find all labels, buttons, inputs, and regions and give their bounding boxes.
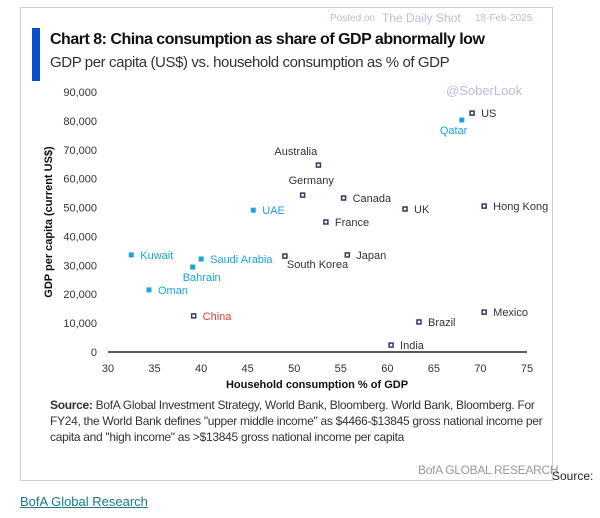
watermark-site: The Daily Shot	[382, 11, 461, 25]
y-tick-label: 70,000	[63, 145, 97, 157]
data-label: South Korea	[287, 259, 349, 271]
page-source-label: Source:	[552, 469, 594, 483]
data-label: Mexico	[493, 307, 528, 319]
data-label: Canada	[353, 193, 392, 205]
data-point	[388, 342, 394, 348]
data-point	[128, 252, 134, 258]
y-tick-label: 30,000	[63, 260, 97, 272]
data-point	[344, 252, 351, 258]
watermark-posted: Posted on	[330, 13, 376, 24]
data-point	[459, 117, 465, 123]
data-label: Kuwait	[140, 250, 173, 262]
y-tick-label: 90,000	[63, 87, 97, 99]
data-point	[190, 313, 197, 319]
y-tick-label: 80,000	[63, 116, 97, 128]
data-label: India	[400, 340, 425, 352]
data-label: France	[335, 217, 369, 229]
data-label: Hong Kong	[493, 201, 548, 213]
x-tick-label: 60	[381, 363, 393, 375]
data-point	[250, 207, 256, 213]
data-label: US	[481, 108, 496, 120]
data-label: Brazil	[428, 317, 456, 329]
data-point	[299, 192, 306, 198]
data-point	[340, 195, 347, 201]
chart-title: Chart 8: China consumption as share of G…	[50, 31, 485, 48]
x-axis-label: Household consumption % of GDP	[226, 379, 408, 391]
chart-image-frame	[20, 7, 553, 481]
source-link[interactable]: BofA Global Research	[20, 494, 148, 509]
x-tick-label: 55	[335, 363, 347, 375]
data-point	[481, 203, 487, 209]
data-point	[282, 253, 288, 259]
data-label: Saudi Arabia	[210, 254, 273, 266]
y-axis-label: GDP per capita (current US$)	[43, 146, 55, 298]
y-tick-label: 50,000	[63, 203, 97, 215]
data-point	[402, 206, 408, 212]
source-label: Source:	[50, 398, 93, 412]
source-text: BofA Global Investment Strategy, World B…	[50, 398, 543, 444]
x-tick-label: 65	[428, 363, 440, 375]
data-label: Australia	[274, 146, 318, 158]
source-note: Source: BofA Global Investment Strategy,…	[50, 397, 548, 445]
data-point	[469, 110, 475, 116]
x-tick-label: 30	[102, 363, 114, 375]
chart-subtitle: GDP per capita (US$) vs. household consu…	[50, 54, 450, 71]
data-point	[315, 162, 322, 168]
data-label: UAE	[262, 205, 285, 217]
x-tick-label: 40	[195, 363, 207, 375]
data-point	[190, 264, 196, 270]
data-label: Oman	[158, 285, 188, 297]
x-tick-label: 75	[521, 363, 533, 375]
x-tick-label: 35	[148, 363, 160, 375]
y-tick-label: 40,000	[63, 231, 97, 243]
data-label: Japan	[356, 250, 386, 262]
data-label: Germany	[289, 175, 335, 187]
data-point	[416, 319, 422, 325]
y-tick-label: 0	[91, 347, 97, 359]
data-point	[146, 287, 152, 293]
data-label: Bahrain	[183, 272, 221, 284]
data-label: UK	[414, 204, 430, 216]
data-point	[323, 219, 329, 225]
y-tick-label: 60,000	[63, 174, 97, 186]
watermark-date: 18-Feb-2025	[475, 13, 533, 24]
watermark-handle: @SoberLook	[446, 83, 523, 98]
x-tick-label: 50	[288, 363, 300, 375]
data-label: Qatar	[440, 125, 468, 137]
y-tick-label: 20,000	[63, 289, 97, 301]
data-label: China	[203, 311, 233, 323]
title-accent-bar	[32, 28, 40, 81]
x-tick-label: 70	[474, 363, 486, 375]
scatter-chart: 30 35 40 45 50 55 60 65 70 75 0 10,000 20,000 30,000 4…	[43, 87, 548, 391]
y-tick-label: 10,000	[63, 318, 97, 330]
data-point	[198, 256, 204, 262]
brand-label: BofA GLOBAL RESEARCH	[418, 463, 559, 477]
x-tick-label: 45	[242, 363, 254, 375]
data-point	[481, 309, 487, 315]
